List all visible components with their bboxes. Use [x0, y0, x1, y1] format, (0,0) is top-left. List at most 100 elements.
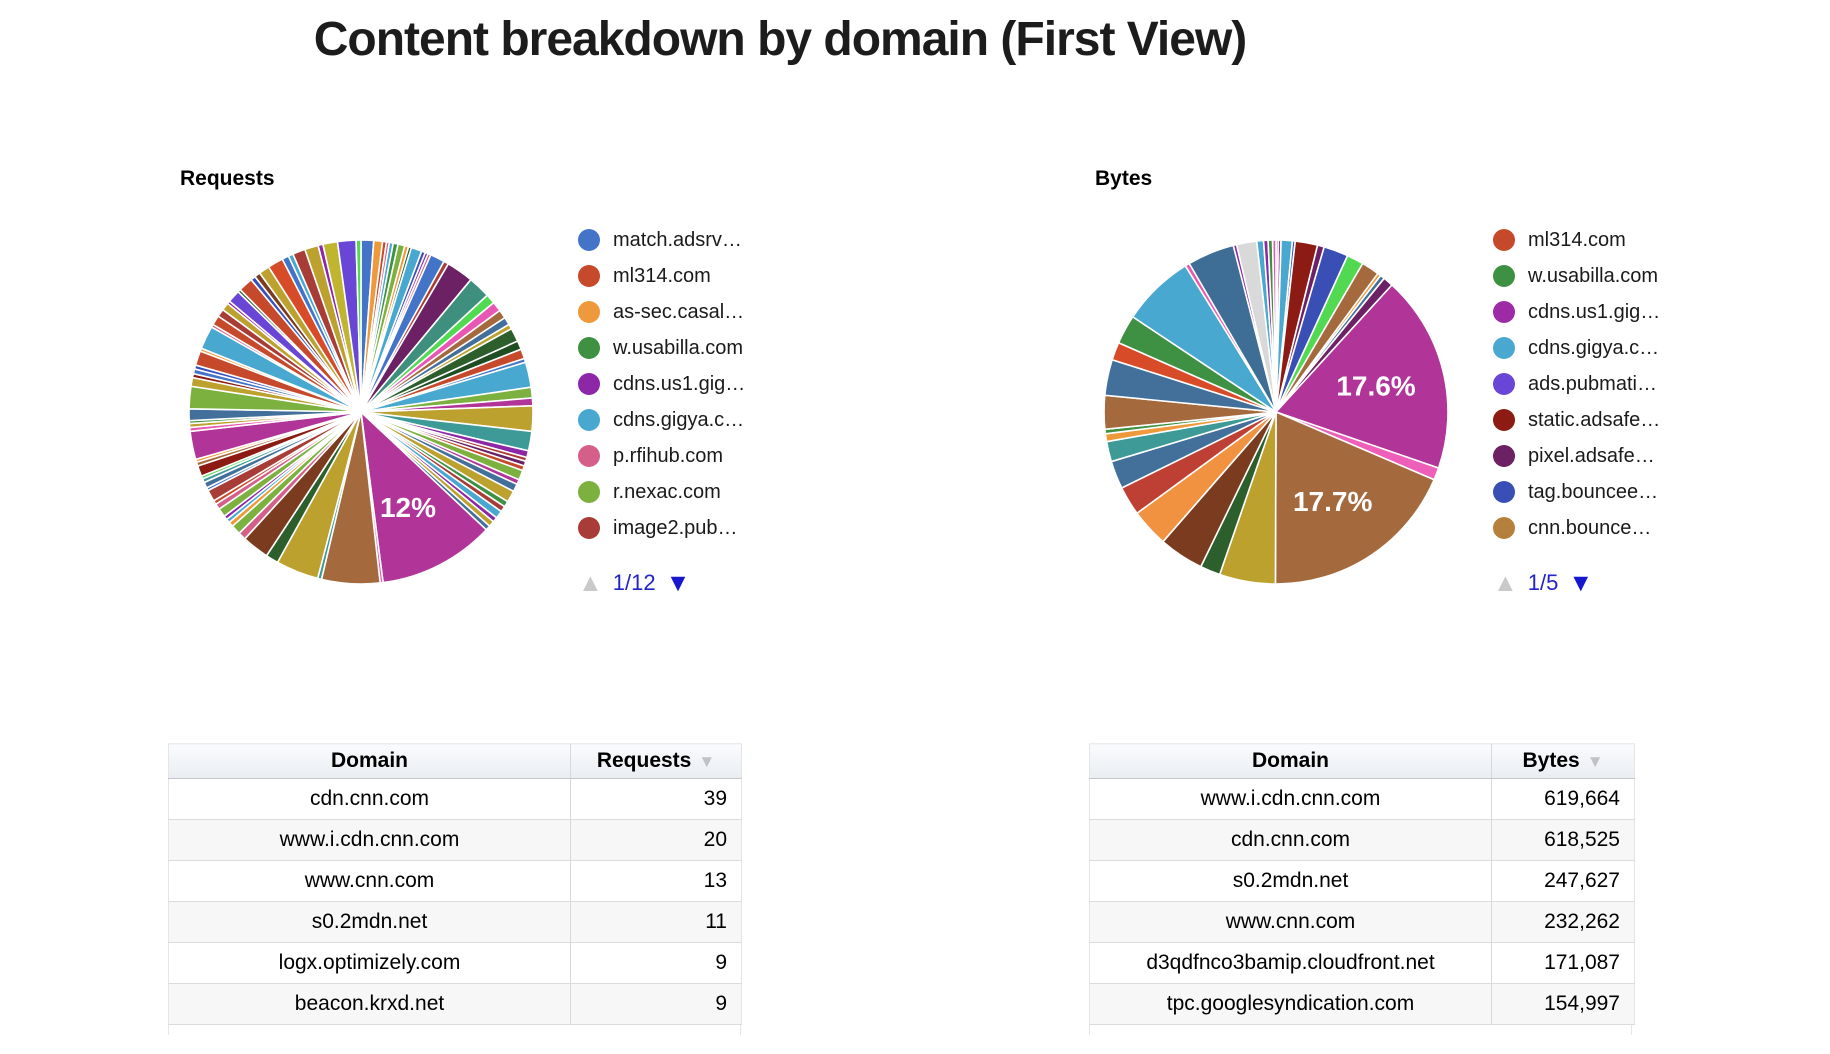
table-row: beacon.krxd.net 9	[168, 983, 742, 1025]
bytes-chart-block: Bytes 17.6% 17.7% ml314.com w.usabilla.com…	[1095, 167, 1728, 596]
charts-row: Requests 12% match.adsrv… ml314.com as-sec…	[0, 167, 1830, 596]
legend-label: image2.pub…	[613, 516, 738, 539]
domain-cell: d3qdfnco3bamip.cloudfront.net	[1089, 942, 1492, 984]
table-row: www.cnn.com 13	[168, 860, 742, 902]
requests-table-block: Domain Requests ▼ cdn.cnn.com 39 www.i.cdn.cn…	[168, 743, 742, 1035]
legend-label: ads.pubmati…	[1528, 372, 1657, 395]
legend-item[interactable]: as-sec.casal…	[578, 294, 813, 330]
legend-item[interactable]: ml314.com	[578, 258, 813, 294]
legend-page-down-icon[interactable]: ▼	[665, 568, 691, 597]
partial-next-row	[168, 1025, 741, 1035]
column-header-label: Domain	[1251, 749, 1329, 772]
legend-page-down-icon[interactable]: ▼	[1568, 568, 1594, 597]
table-row: www.i.cdn.cnn.com 619,664	[1089, 778, 1635, 820]
legend-item[interactable]: pixel.adsafe…	[1493, 438, 1728, 474]
requests-chart-content: 12% match.adsrv… ml314.com as-sec.casal… w.…	[180, 229, 813, 596]
column-header-requests[interactable]: Requests ▼	[570, 743, 742, 779]
legend-item[interactable]: cdns.us1.gig…	[1493, 294, 1728, 330]
legend-swatch-icon	[1493, 301, 1515, 323]
value-cell: 20	[570, 819, 742, 861]
domain-cell: tpc.googlesyndication.com	[1089, 983, 1492, 1025]
table-row: s0.2mdn.net 11	[168, 901, 742, 943]
table-row: www.i.cdn.cnn.com 20	[168, 819, 742, 861]
pie-slice-percentage-label: 17.6%	[1336, 371, 1415, 402]
legend-label: cdns.us1.gig…	[613, 372, 746, 395]
legend-page-up-icon[interactable]: ▲	[1493, 568, 1518, 597]
legend-swatch-icon	[578, 373, 600, 395]
legend-item[interactable]: ads.pubmati…	[1493, 366, 1728, 402]
column-header-domain[interactable]: Domain	[168, 743, 571, 779]
partial-next-row	[1089, 1025, 1632, 1035]
legend-label: ml314.com	[613, 264, 711, 287]
pie-slice[interactable]	[359, 409, 488, 584]
legend-swatch-icon	[1493, 265, 1515, 287]
value-cell: 618,525	[1491, 819, 1635, 861]
legend-item[interactable]: cdns.gigya.c…	[578, 402, 813, 438]
domain-cell: beacon.krxd.net	[168, 983, 571, 1025]
legend-item[interactable]: match.adsrv…	[578, 222, 813, 258]
legend-swatch-icon	[1493, 445, 1515, 467]
column-header-label: Requests	[596, 749, 692, 772]
requests-legend-pagination: ▲ 1/12 ▼	[578, 570, 813, 596]
legend-item[interactable]: w.usabilla.com	[1493, 258, 1728, 294]
legend-page-up-icon[interactable]: ▲	[578, 568, 603, 597]
value-cell: 39	[570, 778, 742, 820]
sort-desc-icon: ▼	[698, 752, 716, 771]
pie-slice-percentage-label: 17.7%	[1293, 486, 1372, 517]
requests-chart-title: Requests	[180, 167, 275, 190]
legend-item[interactable]: p.rfihub.com	[578, 438, 813, 474]
legend-swatch-icon	[1493, 481, 1515, 503]
bytes-chart-title: Bytes	[1095, 167, 1153, 190]
legend-item[interactable]: tag.bouncee…	[1493, 474, 1728, 510]
legend-label: ml314.com	[1528, 228, 1626, 251]
legend-swatch-icon	[1493, 373, 1515, 395]
legend-item[interactable]: w.usabilla.com	[578, 330, 813, 366]
legend-swatch-icon	[1493, 517, 1515, 539]
pie-slice[interactable]	[1274, 410, 1436, 585]
legend-label: cdns.us1.gig…	[1528, 300, 1661, 323]
requests-chart-block: Requests 12% match.adsrv… ml314.com as-sec…	[180, 167, 813, 596]
value-cell: 232,262	[1491, 901, 1635, 943]
legend-item[interactable]: cdns.gigya.c…	[1493, 330, 1728, 366]
value-cell: 9	[570, 942, 742, 984]
requests-legend-items: match.adsrv… ml314.com as-sec.casal… w.usab…	[578, 222, 813, 546]
table-row: s0.2mdn.net 247,627	[1089, 860, 1635, 902]
legend-label: static.adsafe…	[1528, 408, 1661, 431]
sort-desc-icon: ▼	[1586, 752, 1604, 771]
legend-label: r.nexac.com	[613, 480, 721, 503]
pie-slice[interactable]	[355, 239, 362, 413]
column-header-domain[interactable]: Domain	[1089, 743, 1492, 779]
legend-item[interactable]: ml314.com	[1493, 222, 1728, 258]
requests-pie-chart[interactable]: 12%	[180, 231, 542, 593]
value-cell: 9	[570, 983, 742, 1025]
legend-label: match.adsrv…	[613, 228, 742, 251]
legend-item[interactable]: cdns.us1.gig…	[578, 366, 813, 402]
value-cell: 247,627	[1491, 860, 1635, 902]
legend-label: cdns.gigya.c…	[1528, 336, 1660, 359]
legend-item[interactable]: cnn.bounce…	[1493, 510, 1728, 546]
column-header-bytes[interactable]: Bytes ▼	[1491, 743, 1635, 779]
legend-item[interactable]: static.adsafe…	[1493, 402, 1728, 438]
legend-label: tag.bouncee…	[1528, 480, 1659, 503]
bytes-legend-pagination: ▲ 1/5 ▼	[1493, 570, 1728, 596]
value-cell: 619,664	[1491, 778, 1635, 820]
legend-label: pixel.adsafe…	[1528, 444, 1655, 467]
domain-cell: cdn.cnn.com	[1089, 819, 1492, 861]
value-cell: 13	[570, 860, 742, 902]
pie-slice[interactable]	[1274, 283, 1449, 470]
pie-slice[interactable]	[1271, 239, 1277, 413]
domain-cell: s0.2mdn.net	[1089, 860, 1492, 902]
legend-item[interactable]: r.nexac.com	[578, 474, 813, 510]
legend-label: w.usabilla.com	[613, 336, 744, 359]
tables-row: Domain Requests ▼ cdn.cnn.com 39 www.i.cdn.cn…	[0, 743, 1830, 1035]
table-row: tpc.googlesyndication.com 154,997	[1089, 983, 1635, 1025]
legend-swatch-icon	[578, 481, 600, 503]
legend-item[interactable]: image2.pub…	[578, 510, 813, 546]
domain-cell: www.i.cdn.cnn.com	[168, 819, 571, 861]
requests-table: Domain Requests ▼ cdn.cnn.com 39 www.i.cdn.cn…	[168, 743, 742, 1025]
value-cell: 11	[570, 901, 742, 943]
domain-cell: logx.optimizely.com	[168, 942, 571, 984]
legend-label: as-sec.casal…	[613, 300, 745, 323]
bytes-pie-chart[interactable]: 17.6% 17.7%	[1095, 231, 1457, 593]
legend-swatch-icon	[578, 337, 600, 359]
